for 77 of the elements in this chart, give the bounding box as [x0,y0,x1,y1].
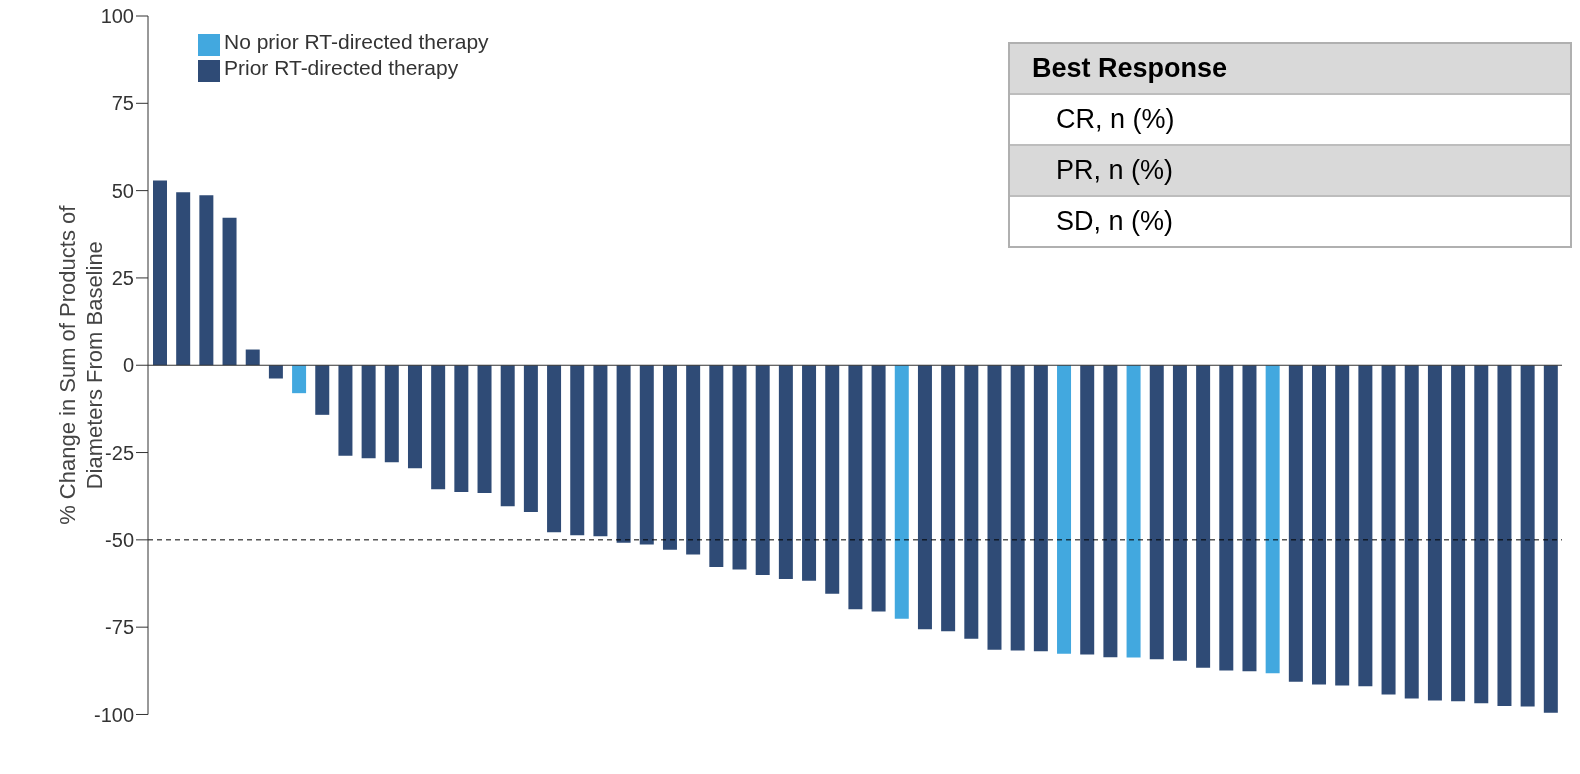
y-tick-label: 75 [111,92,134,115]
bar [361,365,376,459]
bar [199,195,214,366]
annotation: Best Response [1010,44,1570,93]
bar [1451,365,1466,702]
bar [941,365,956,632]
y-tick-label: -75 [105,616,134,639]
bar [547,365,562,533]
bar [153,180,167,366]
bar [1358,365,1373,687]
bar [176,192,191,366]
bar [1312,365,1327,685]
bar [1219,365,1234,671]
bar [1172,365,1187,661]
bar [894,365,909,619]
bar [1103,365,1118,658]
bar [1474,365,1489,704]
bar [1497,365,1512,707]
bar [1520,365,1535,707]
annotation: PR, n (%) [1010,144,1570,195]
bar [662,365,677,550]
bar [384,365,399,463]
bar [778,365,793,579]
bar [1126,365,1141,658]
bar [477,365,492,494]
bar [917,365,932,630]
bar [987,365,1002,650]
bar [1242,365,1257,672]
bar [500,365,515,507]
bar [1057,365,1072,654]
bar [1288,365,1303,682]
bar [268,365,283,379]
bar [825,365,840,594]
bar [431,365,446,490]
bar [338,365,353,456]
bar [1265,365,1280,674]
bar [1010,365,1025,651]
bar [871,365,886,612]
legend-label: Prior RT-directed therapy [224,55,459,79]
bar [848,365,863,610]
bar [315,365,330,415]
bar [1033,365,1048,652]
bar [964,365,979,639]
annotation: CR, n (%) [1010,93,1570,144]
bar [593,365,608,537]
y-tick-label: -25 [105,441,134,464]
bar [1335,365,1350,686]
bar [523,365,538,512]
bar [1543,365,1558,713]
bar [1381,365,1396,695]
y-tick-label: 100 [100,5,134,28]
legend-label: No prior RT-directed therapy [224,30,489,53]
y-tick-label: 0 [122,354,134,377]
bar [1404,365,1419,699]
y-tick-label: -50 [105,528,134,551]
bar [222,217,237,366]
bar [755,365,770,576]
bar [616,365,631,543]
bar [245,349,260,366]
y-tick-label: 25 [111,267,134,290]
bar [732,365,747,570]
bar [292,365,307,394]
bar [570,365,585,536]
bar [802,365,817,581]
bar [686,365,701,555]
bar [454,365,469,493]
bar [1196,365,1211,668]
y-axis-title: % Change in Sum of Products of Diameters From Baseline [55,204,107,525]
bar [639,365,654,545]
bar [1149,365,1164,660]
bar [709,365,724,568]
y-tick-label: 50 [111,179,134,202]
annotation: SD, n (%) [1010,195,1570,246]
bar [1427,365,1442,701]
bar [407,365,422,469]
bar [1080,365,1095,655]
y-tick-label: -100 [93,703,134,726]
